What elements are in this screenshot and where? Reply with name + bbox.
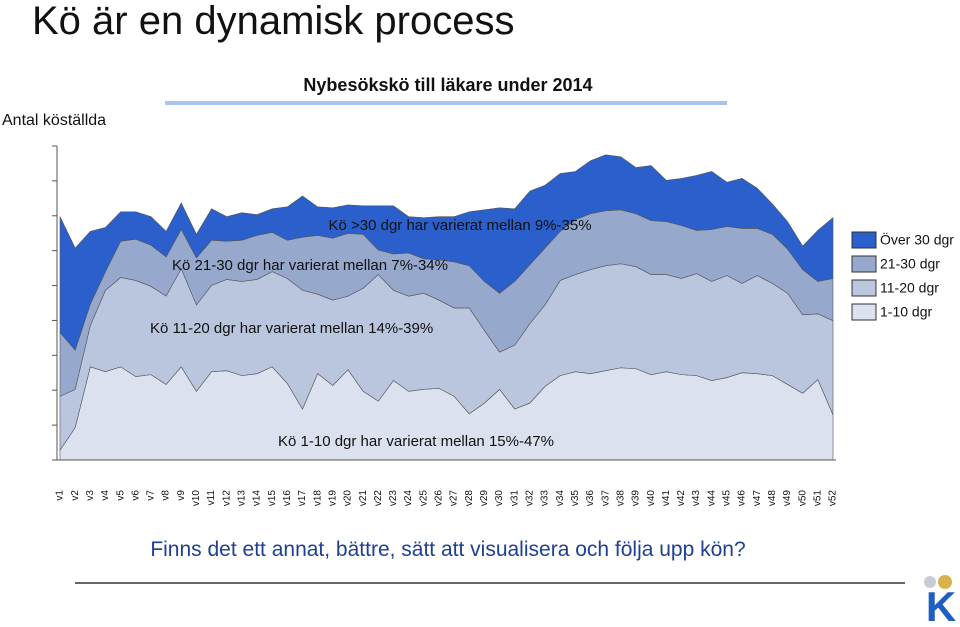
x-tick-label: v29 — [479, 490, 490, 507]
x-tick-label: v34 — [555, 490, 566, 507]
footer-question: Finns det ett annat, bättre, sätt att vi… — [150, 538, 745, 561]
x-tick-label: v50 — [797, 490, 808, 507]
x-tick-label: v46 — [737, 490, 748, 507]
areas — [59, 154, 834, 461]
subtitle-underline — [165, 101, 727, 105]
x-tick-label: v7 — [146, 490, 157, 501]
x-tick-label: v6 — [130, 490, 141, 501]
chart-subtitle: Nybesökskö till läkare under 2014 — [303, 75, 592, 95]
x-tick-label: v48 — [767, 490, 778, 507]
y-axis-label: Antal köställda — [2, 112, 106, 129]
x-tick-label: v22 — [373, 490, 384, 507]
x-tick-label: v17 — [297, 490, 308, 507]
legend-label: 1-10 dgr — [880, 304, 932, 320]
x-tick-label: v37 — [600, 490, 611, 507]
x-tick-label: v42 — [676, 490, 687, 507]
legend-swatch — [851, 255, 877, 273]
x-tick-label: v26 — [434, 490, 445, 507]
legend-swatch — [851, 231, 877, 249]
x-tick-label: v1 — [55, 490, 66, 501]
legend-label: Över 30 dgr — [880, 231, 954, 248]
x-tick-label: v13 — [237, 490, 248, 507]
chart-title: Kö är en dynamisk process — [32, 0, 514, 43]
x-tick-label: v30 — [494, 490, 505, 507]
x-tick-label: v21 — [358, 490, 369, 507]
annotation: Kö 1-10 dgr har varierat mellan 15%-47% — [278, 433, 554, 450]
logo: K — [926, 583, 956, 627]
logo-crown — [938, 575, 952, 589]
x-tick-label: v14 — [252, 490, 263, 507]
x-tick-label: v27 — [449, 490, 460, 507]
x-tick-label: v38 — [615, 490, 626, 507]
x-tick-label: v19 — [327, 490, 338, 507]
x-tick-label: v5 — [115, 490, 126, 501]
legend-label: 11-20 dgr — [880, 280, 939, 296]
x-tick-label: v18 — [312, 490, 323, 507]
annotation: Kö >30 dgr har varierat mellan 9%-35% — [328, 217, 591, 234]
x-tick-label: v10 — [191, 490, 202, 507]
legend-swatch — [851, 303, 877, 321]
logo-crown — [924, 576, 936, 588]
x-tick-label: v41 — [661, 490, 672, 507]
x-tick-label: v43 — [691, 490, 702, 507]
x-tick-label: v40 — [646, 490, 657, 507]
x-tick-label: v2 — [70, 490, 81, 501]
x-tick-label: v28 — [464, 490, 475, 507]
x-tick-label: v8 — [161, 490, 172, 501]
x-tick-label: v20 — [343, 490, 354, 507]
x-tick-label: v32 — [525, 490, 536, 507]
x-tick-label: v45 — [722, 490, 733, 507]
legend: Över 30 dgr 21-30 dgr 11-20 dgr 1-10 dgr — [851, 231, 954, 321]
x-tick-label: v11 — [206, 490, 217, 506]
x-tick-label: v36 — [585, 490, 596, 507]
x-tick-label: v44 — [706, 490, 717, 507]
x-tick-label: v49 — [782, 490, 793, 507]
x-tick-label: v52 — [828, 490, 839, 507]
x-tick-label: v31 — [509, 490, 520, 507]
x-tick-label: v16 — [282, 490, 293, 507]
x-tick-label: v39 — [631, 490, 642, 507]
x-tick-label: v15 — [267, 490, 278, 507]
legend-swatch — [851, 279, 877, 297]
annotation: Kö 21-30 dgr har varierat mellan 7%-34% — [172, 257, 448, 274]
x-tick-label: v35 — [570, 490, 581, 507]
annotation: Kö 11-20 dgr har varierat mellan 14%-39% — [150, 320, 433, 337]
x-tick-label: v23 — [388, 490, 399, 507]
x-tick-label: v51 — [812, 490, 823, 507]
x-tick-label: v24 — [403, 490, 414, 507]
x-tick-label: v25 — [418, 490, 429, 507]
y-tick-marks — [52, 145, 57, 461]
x-tick-label: v47 — [752, 490, 763, 507]
x-tick-label: v12 — [221, 490, 232, 507]
x-tick-label: v9 — [176, 490, 187, 501]
area — [59, 154, 834, 351]
x-tick-label: v3 — [85, 490, 96, 501]
legend-label: 21-30 dgr — [880, 256, 940, 272]
x-tick-label: v4 — [100, 490, 111, 501]
x-tick-label: v33 — [540, 490, 551, 507]
